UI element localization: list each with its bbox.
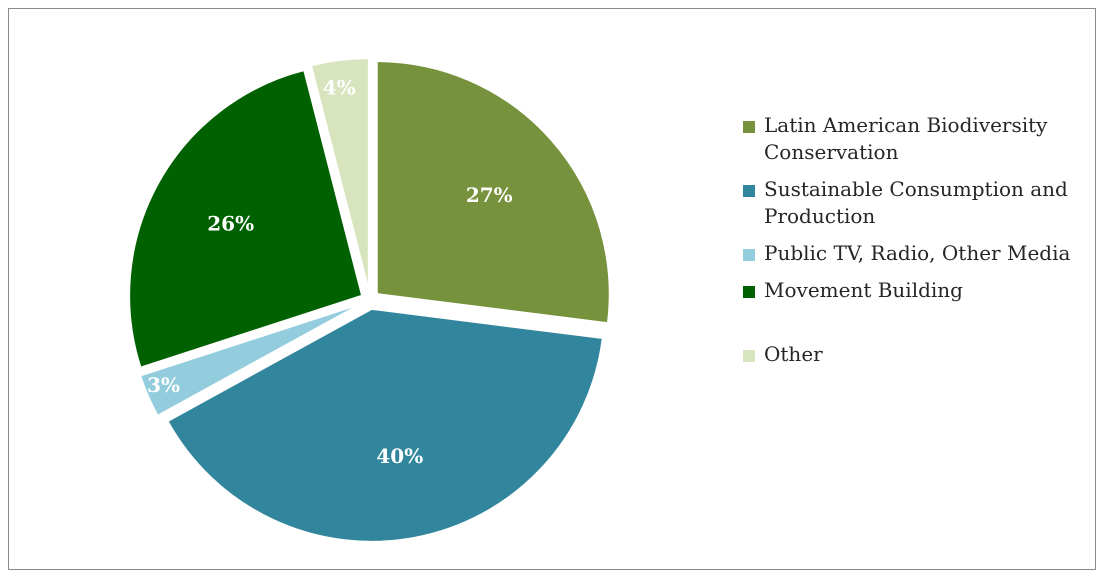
slice-media bbox=[138, 302, 363, 418]
legend-swatch bbox=[743, 286, 755, 298]
legend-label: Public TV, Radio, Other Media bbox=[764, 241, 1071, 265]
legend-label: Movement Building bbox=[764, 278, 963, 302]
legend-entry: Movement Building bbox=[740, 277, 1090, 304]
legend-entry: Public TV, Radio, Other Media bbox=[740, 240, 1090, 267]
legend-entry: Other bbox=[740, 341, 1090, 368]
data-label: 3% bbox=[147, 373, 180, 397]
legend-label: Other bbox=[764, 342, 823, 366]
legend-swatch bbox=[743, 249, 755, 261]
legend-entry: Sustainable Consumption and Production bbox=[740, 176, 1090, 230]
legend-swatch bbox=[743, 121, 755, 133]
legend-label: Sustainable Consumption and Production bbox=[764, 177, 1068, 228]
legend-swatch bbox=[743, 350, 755, 362]
legend-label: Latin American Biodiversity Conservation bbox=[764, 113, 1048, 164]
data-label: 27% bbox=[466, 183, 513, 207]
data-label: 40% bbox=[376, 444, 423, 468]
legend: Latin American Biodiversity Conservation… bbox=[740, 112, 1090, 368]
slice-other bbox=[309, 57, 370, 292]
legend-entry: Latin American Biodiversity Conservation bbox=[740, 112, 1090, 166]
data-label: 4% bbox=[323, 76, 356, 100]
slice-biodiversity bbox=[375, 60, 611, 325]
legend-swatch bbox=[743, 185, 755, 197]
slice-movement bbox=[128, 68, 364, 369]
slice-sustainable bbox=[166, 307, 604, 543]
data-label: 26% bbox=[207, 211, 254, 235]
